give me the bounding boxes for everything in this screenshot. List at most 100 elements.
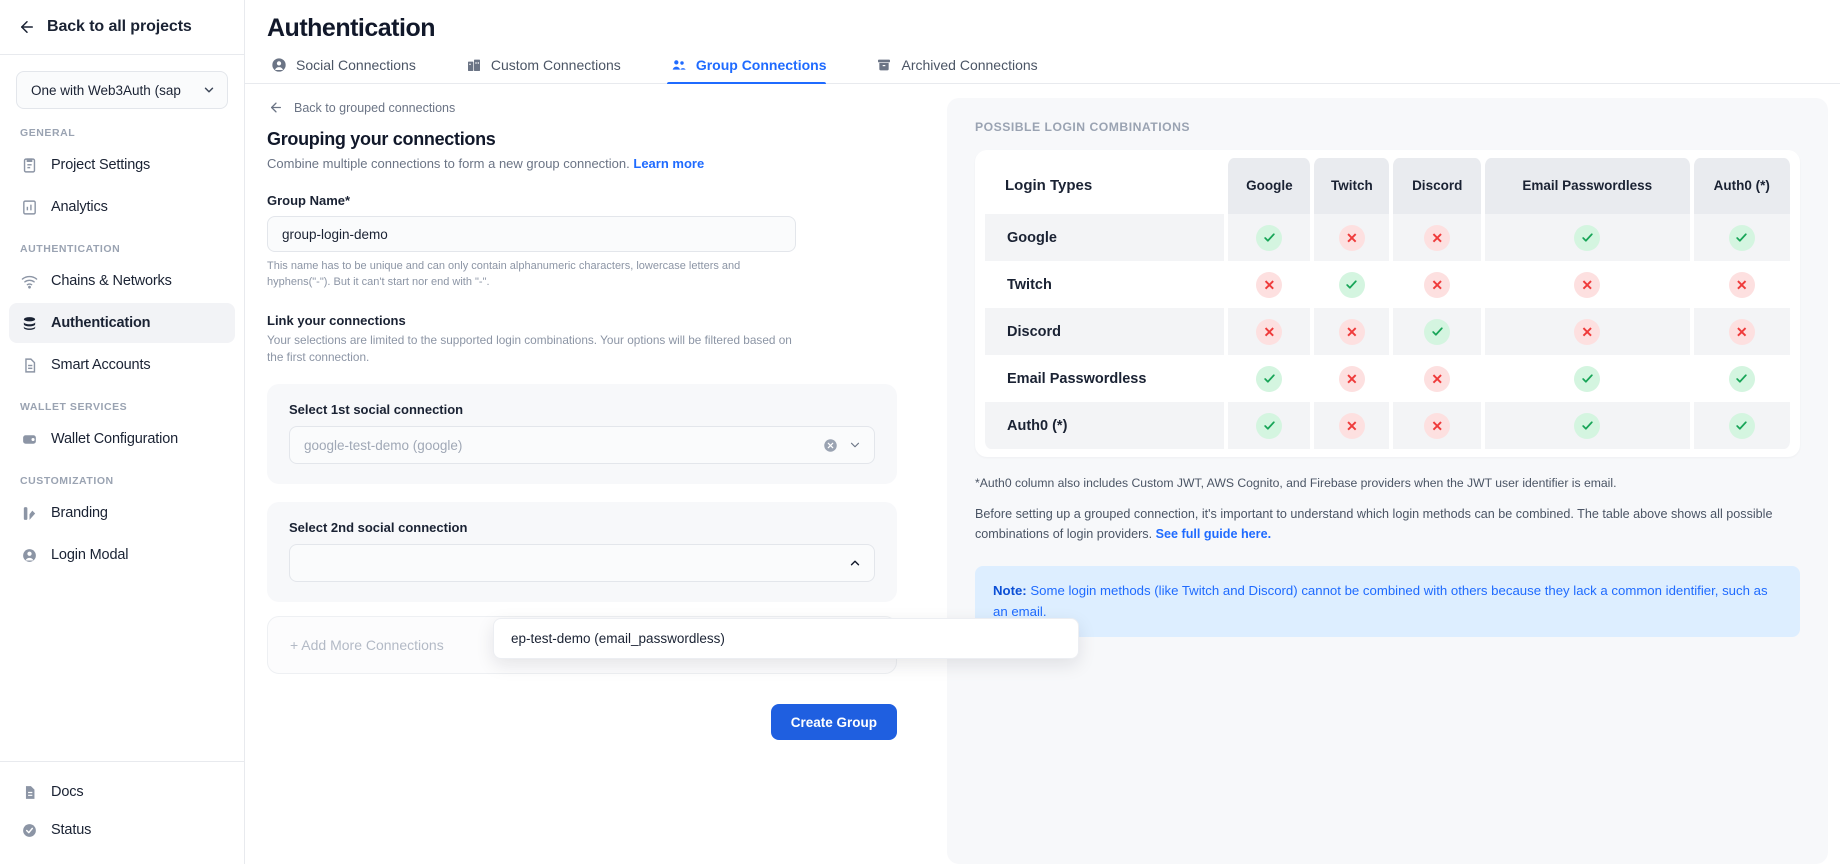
second-connection-dropdown[interactable]: ep-test-demo (email_passwordless) bbox=[493, 618, 1079, 659]
user-circle-icon bbox=[21, 547, 38, 564]
tab-custom-connections[interactable]: Custom Connections bbox=[462, 57, 639, 83]
check-icon bbox=[1256, 412, 1283, 439]
second-connection-card: Select 2nd social connection bbox=[267, 502, 897, 603]
sidebar-item-label: Smart Accounts bbox=[51, 357, 151, 373]
check-icon bbox=[1728, 412, 1755, 439]
table-row-header: Discord bbox=[983, 308, 1227, 355]
clear-icon[interactable] bbox=[823, 438, 838, 453]
chevron-up-icon[interactable] bbox=[848, 556, 862, 570]
table-cell-supported bbox=[1691, 214, 1792, 261]
check-icon bbox=[1256, 224, 1283, 251]
cross-icon: ✕ bbox=[1424, 412, 1451, 439]
table-corner-header: Login Types bbox=[983, 158, 1227, 214]
learn-more-link[interactable]: Learn more bbox=[633, 156, 705, 171]
main-content: Authentication Social Connections Custom… bbox=[245, 0, 1840, 864]
project-select[interactable]: One with Web3Auth (sap bbox=[16, 71, 228, 109]
sidebar-item-docs[interactable]: Docs bbox=[9, 774, 235, 810]
back-to-grouped-connections-link[interactable]: Back to grouped connections bbox=[267, 100, 925, 115]
dropdown-option-ep-test-demo[interactable]: ep-test-demo (email_passwordless) bbox=[511, 631, 725, 646]
second-connection-select[interactable] bbox=[289, 544, 875, 583]
sidebar-item-label: Authentication bbox=[51, 315, 151, 331]
table-cell-unsupported: ✕ bbox=[1691, 308, 1792, 355]
tab-archived-connections[interactable]: Archived Connections bbox=[872, 57, 1055, 83]
back-to-all-projects-label: Back to all projects bbox=[47, 18, 192, 35]
sidebar-nav: GENERAL Project Settings Analytics AUTHE… bbox=[0, 113, 244, 761]
login-combinations-panel: POSSIBLE LOGIN COMBINATIONS Login Types … bbox=[947, 98, 1828, 864]
table-cell-unsupported: ✕ bbox=[1391, 355, 1483, 402]
note-text: Some login methods (like Twitch and Disc… bbox=[993, 583, 1768, 619]
sidebar-item-branding[interactable]: Branding bbox=[9, 493, 235, 533]
sidebar-item-analytics[interactable]: Analytics bbox=[9, 187, 235, 227]
table-col-header-email-passwordless: Email Passwordless bbox=[1482, 158, 1692, 214]
user-circle-icon bbox=[271, 57, 287, 73]
first-connection-label: Select 1st social connection bbox=[289, 402, 464, 418]
cross-icon: ✕ bbox=[1338, 365, 1365, 392]
group-name-input[interactable]: group-login-demo bbox=[267, 216, 796, 252]
tab-social-connections[interactable]: Social Connections bbox=[267, 57, 434, 83]
cross-icon: ✕ bbox=[1574, 271, 1601, 298]
table-row: Email Passwordless ✕ ✕ bbox=[983, 355, 1792, 402]
tab-label: Archived Connections bbox=[901, 57, 1038, 73]
back-link-label: Back to grouped connections bbox=[294, 100, 456, 115]
group-name-hint: This name has to be unique and can only … bbox=[267, 260, 741, 288]
chevron-down-icon[interactable] bbox=[848, 438, 862, 452]
table-cell-unsupported: ✕ bbox=[1482, 261, 1692, 308]
sidebar-item-wallet-configuration[interactable]: Wallet Configuration bbox=[9, 419, 235, 459]
table-cell-supported bbox=[1691, 402, 1792, 449]
check-icon bbox=[1256, 365, 1283, 392]
sidebar-item-label: Wallet Configuration bbox=[51, 431, 179, 447]
project-switcher[interactable]: One with Web3Auth (sap bbox=[0, 55, 244, 113]
arrow-left-icon bbox=[21, 21, 33, 33]
panel-description-text: Before setting up a grouped connection, … bbox=[975, 507, 1773, 541]
table-cell-supported bbox=[1226, 402, 1313, 449]
building-icon bbox=[466, 57, 482, 73]
chevron-down-icon bbox=[204, 87, 214, 93]
clipboard-icon bbox=[21, 157, 38, 174]
table-row-header: Email Passwordless bbox=[983, 355, 1227, 402]
cross-icon: ✕ bbox=[1424, 271, 1451, 298]
table-cell-supported bbox=[1482, 402, 1692, 449]
table-cell-unsupported: ✕ bbox=[1482, 308, 1692, 355]
sidebar-item-login-modal[interactable]: Login Modal bbox=[9, 535, 235, 575]
sidebar-item-label: Branding bbox=[51, 505, 108, 521]
form-subtitle: Combine multiple connections to form a n… bbox=[267, 156, 925, 171]
content-area: Back to grouped connections Grouping you… bbox=[245, 84, 1840, 864]
table-row: Twitch ✕ ✕ ✕ ✕ bbox=[983, 261, 1792, 308]
see-full-guide-link[interactable]: See full guide here. bbox=[1155, 526, 1272, 541]
document-icon bbox=[21, 357, 38, 374]
users-icon bbox=[671, 57, 687, 73]
cross-icon: ✕ bbox=[1338, 224, 1365, 251]
sidebar-item-project-settings[interactable]: Project Settings bbox=[9, 145, 235, 185]
table-cell-supported bbox=[1312, 261, 1392, 308]
chart-icon bbox=[21, 199, 38, 216]
sidebar-item-authentication[interactable]: Authentication bbox=[9, 303, 235, 343]
back-to-all-projects-button[interactable]: Back to all projects bbox=[0, 0, 244, 55]
table-head: Login Types Google Twitch Discord Email … bbox=[983, 158, 1792, 214]
table-cell-supported bbox=[1482, 355, 1692, 402]
arrow-left-icon bbox=[271, 102, 281, 113]
table-row-header: Google bbox=[983, 214, 1227, 261]
table-row: Discord ✕ ✕ ✕ ✕ bbox=[983, 308, 1792, 355]
cross-icon: ✕ bbox=[1574, 318, 1601, 345]
archive-icon bbox=[876, 57, 892, 73]
first-connection-select[interactable]: google-test-demo (google) bbox=[289, 426, 875, 465]
sidebar-item-smart-accounts[interactable]: Smart Accounts bbox=[9, 345, 235, 385]
tab-group-connections[interactable]: Group Connections bbox=[666, 57, 845, 84]
sidebar-item-status[interactable]: Status bbox=[9, 812, 235, 848]
create-group-button[interactable]: Create Group bbox=[770, 704, 897, 741]
check-icon bbox=[1728, 224, 1755, 251]
table-cell-unsupported: ✕ bbox=[1391, 214, 1483, 261]
table-cell-unsupported: ✕ bbox=[1312, 355, 1392, 402]
table-cell-unsupported: ✕ bbox=[1312, 308, 1392, 355]
check-icon bbox=[1574, 412, 1601, 439]
combinations-table-wrapper: Login Types Google Twitch Discord Email … bbox=[975, 150, 1800, 457]
form-subtitle-text: Combine multiple connections to form a n… bbox=[267, 156, 630, 171]
cross-icon: ✕ bbox=[1338, 318, 1365, 345]
table-footnote: *Auth0 column also includes Custom JWT, … bbox=[975, 476, 1617, 490]
sidebar-section-title: WALLET SERVICES bbox=[20, 401, 128, 413]
select-controls bbox=[823, 438, 862, 453]
check-icon bbox=[1338, 271, 1365, 298]
database-icon bbox=[21, 315, 38, 332]
sidebar-item-chains-networks[interactable]: Chains & Networks bbox=[9, 261, 235, 301]
table-cell-supported bbox=[1226, 214, 1313, 261]
